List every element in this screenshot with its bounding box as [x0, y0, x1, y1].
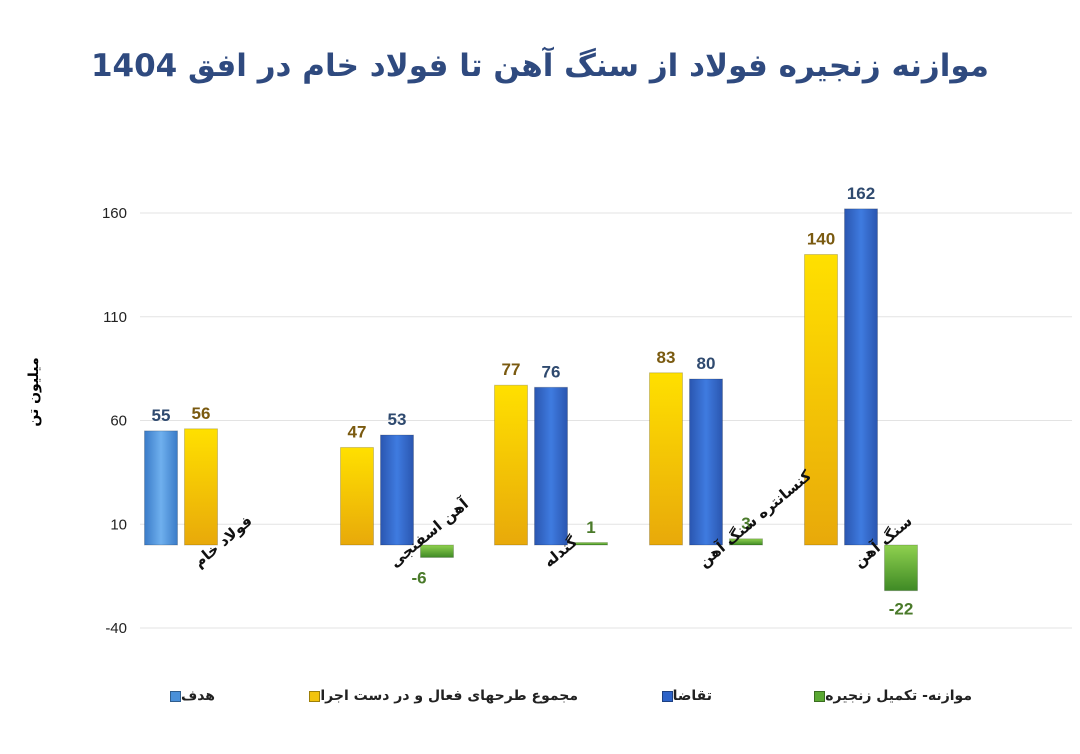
legend-item-projects: مجموع طرحهای فعال و در دست اجرا — [304, 688, 578, 704]
legend-swatch — [309, 690, 321, 702]
data-label-balance: -22 — [889, 600, 914, 619]
legend-label: مجموع طرحهای فعال و در دست اجرا — [320, 688, 578, 704]
bar-demand — [689, 378, 723, 546]
legend-swatch — [661, 690, 673, 702]
legend-swatch — [814, 690, 826, 702]
legend-label: تقاضا — [672, 688, 712, 704]
legend-label: موازنه- تکمیل زنجیره — [825, 688, 972, 704]
data-label-balance: 3 — [741, 514, 750, 533]
bar-balance — [574, 542, 608, 546]
y-tick-label: 110 — [103, 309, 127, 326]
bar-projects — [649, 372, 683, 546]
legend-item-target: هدف — [165, 688, 215, 704]
y-tick-label: 160 — [102, 205, 127, 222]
bar-projects — [340, 446, 374, 546]
data-label-projects: 47 — [348, 422, 367, 441]
bar-demand — [380, 434, 414, 546]
bar-chart: -40 10 60 110 160 55 56 47 77 83 140 53 76 80 162 -6 1 3… — [102, 184, 1072, 637]
bar-projects — [804, 254, 838, 546]
legend: هدف مجموع طرحهای فعال و در دست اجرا تقاضا م… — [0, 688, 1080, 712]
data-label-balance: -6 — [411, 568, 426, 587]
legend-item-demand: تقاضا — [657, 688, 712, 704]
data-label-target: 55 — [152, 406, 171, 425]
y-tick-label: -40 — [105, 620, 127, 637]
bar-projects — [494, 384, 528, 546]
bar-balance — [884, 544, 918, 592]
data-label-demand: 53 — [388, 410, 407, 429]
data-label-demand: 162 — [847, 184, 875, 203]
data-label-demand: 76 — [542, 362, 561, 381]
y-tick-label: 60 — [110, 413, 127, 430]
bar-balance — [420, 544, 454, 558]
data-label-demand: 80 — [697, 354, 716, 373]
bar-balance — [729, 538, 763, 546]
data-label-projects: 140 — [807, 230, 835, 249]
data-label-projects: 56 — [192, 404, 211, 423]
legend-label: هدف — [180, 688, 215, 704]
data-label-projects: 77 — [502, 360, 521, 379]
legend-item-balance: موازنه- تکمیل زنجیره — [809, 688, 972, 704]
data-label-balance: 1 — [586, 518, 595, 537]
chart-title: موازنه زنجیره فولاد از سنگ آهن تا فولاد … — [90, 48, 990, 84]
bar-target — [144, 430, 178, 546]
bar-demand — [534, 386, 568, 546]
legend-swatch — [169, 690, 181, 702]
y-tick-label: 10 — [110, 516, 127, 533]
data-label-projects: 83 — [657, 348, 676, 367]
bar-demand — [844, 208, 878, 546]
bar-projects — [184, 428, 218, 546]
